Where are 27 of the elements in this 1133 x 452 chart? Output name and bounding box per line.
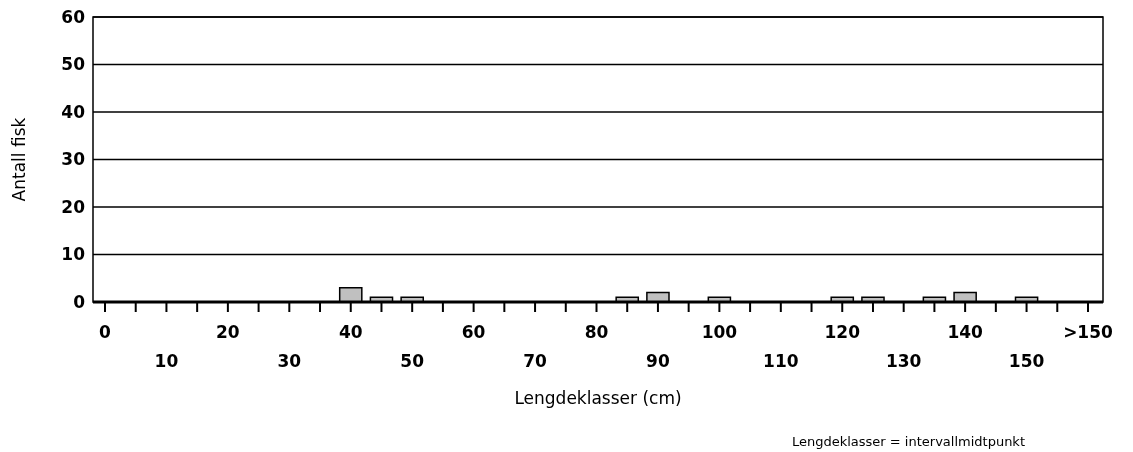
x-tick-label: 80 [584, 322, 609, 342]
y-axis-title: Antall fisk [9, 117, 29, 202]
x-tick-label: 10 [154, 351, 179, 371]
y-tick-label: 40 [61, 101, 86, 122]
x-tick-label: 50 [400, 351, 425, 371]
x-tick-label: 70 [523, 351, 548, 371]
x-tick-label: 120 [824, 322, 861, 342]
y-tick-label: 20 [61, 196, 86, 217]
x-tick-label: 90 [646, 351, 670, 371]
x-tick-label: 140 [947, 322, 984, 342]
x-axis-title: Lengdeklasser (cm) [514, 388, 682, 408]
x-tick-label: 30 [277, 351, 302, 371]
x-tick-label: 20 [216, 322, 240, 342]
x-tick-label: 0 [99, 322, 112, 342]
x-tick-label: 130 [885, 351, 922, 371]
y-tick-label: 50 [61, 54, 86, 75]
y-tick-label: 10 [61, 244, 86, 265]
y-tick-label: 60 [61, 6, 86, 27]
x-tick-label: >150 [1063, 322, 1114, 342]
x-tick-label: 110 [763, 351, 799, 371]
y-tick-label: 0 [73, 291, 86, 312]
text: Lengdeklasser = intervallmidtpunkt [791, 434, 1025, 449]
x-tick-label: 60 [461, 322, 486, 342]
x-tick-label: 100 [701, 322, 738, 342]
x-tick-label: 40 [338, 322, 363, 342]
y-tick-label: 30 [61, 149, 86, 170]
x-tick-label: 150 [1008, 351, 1045, 371]
